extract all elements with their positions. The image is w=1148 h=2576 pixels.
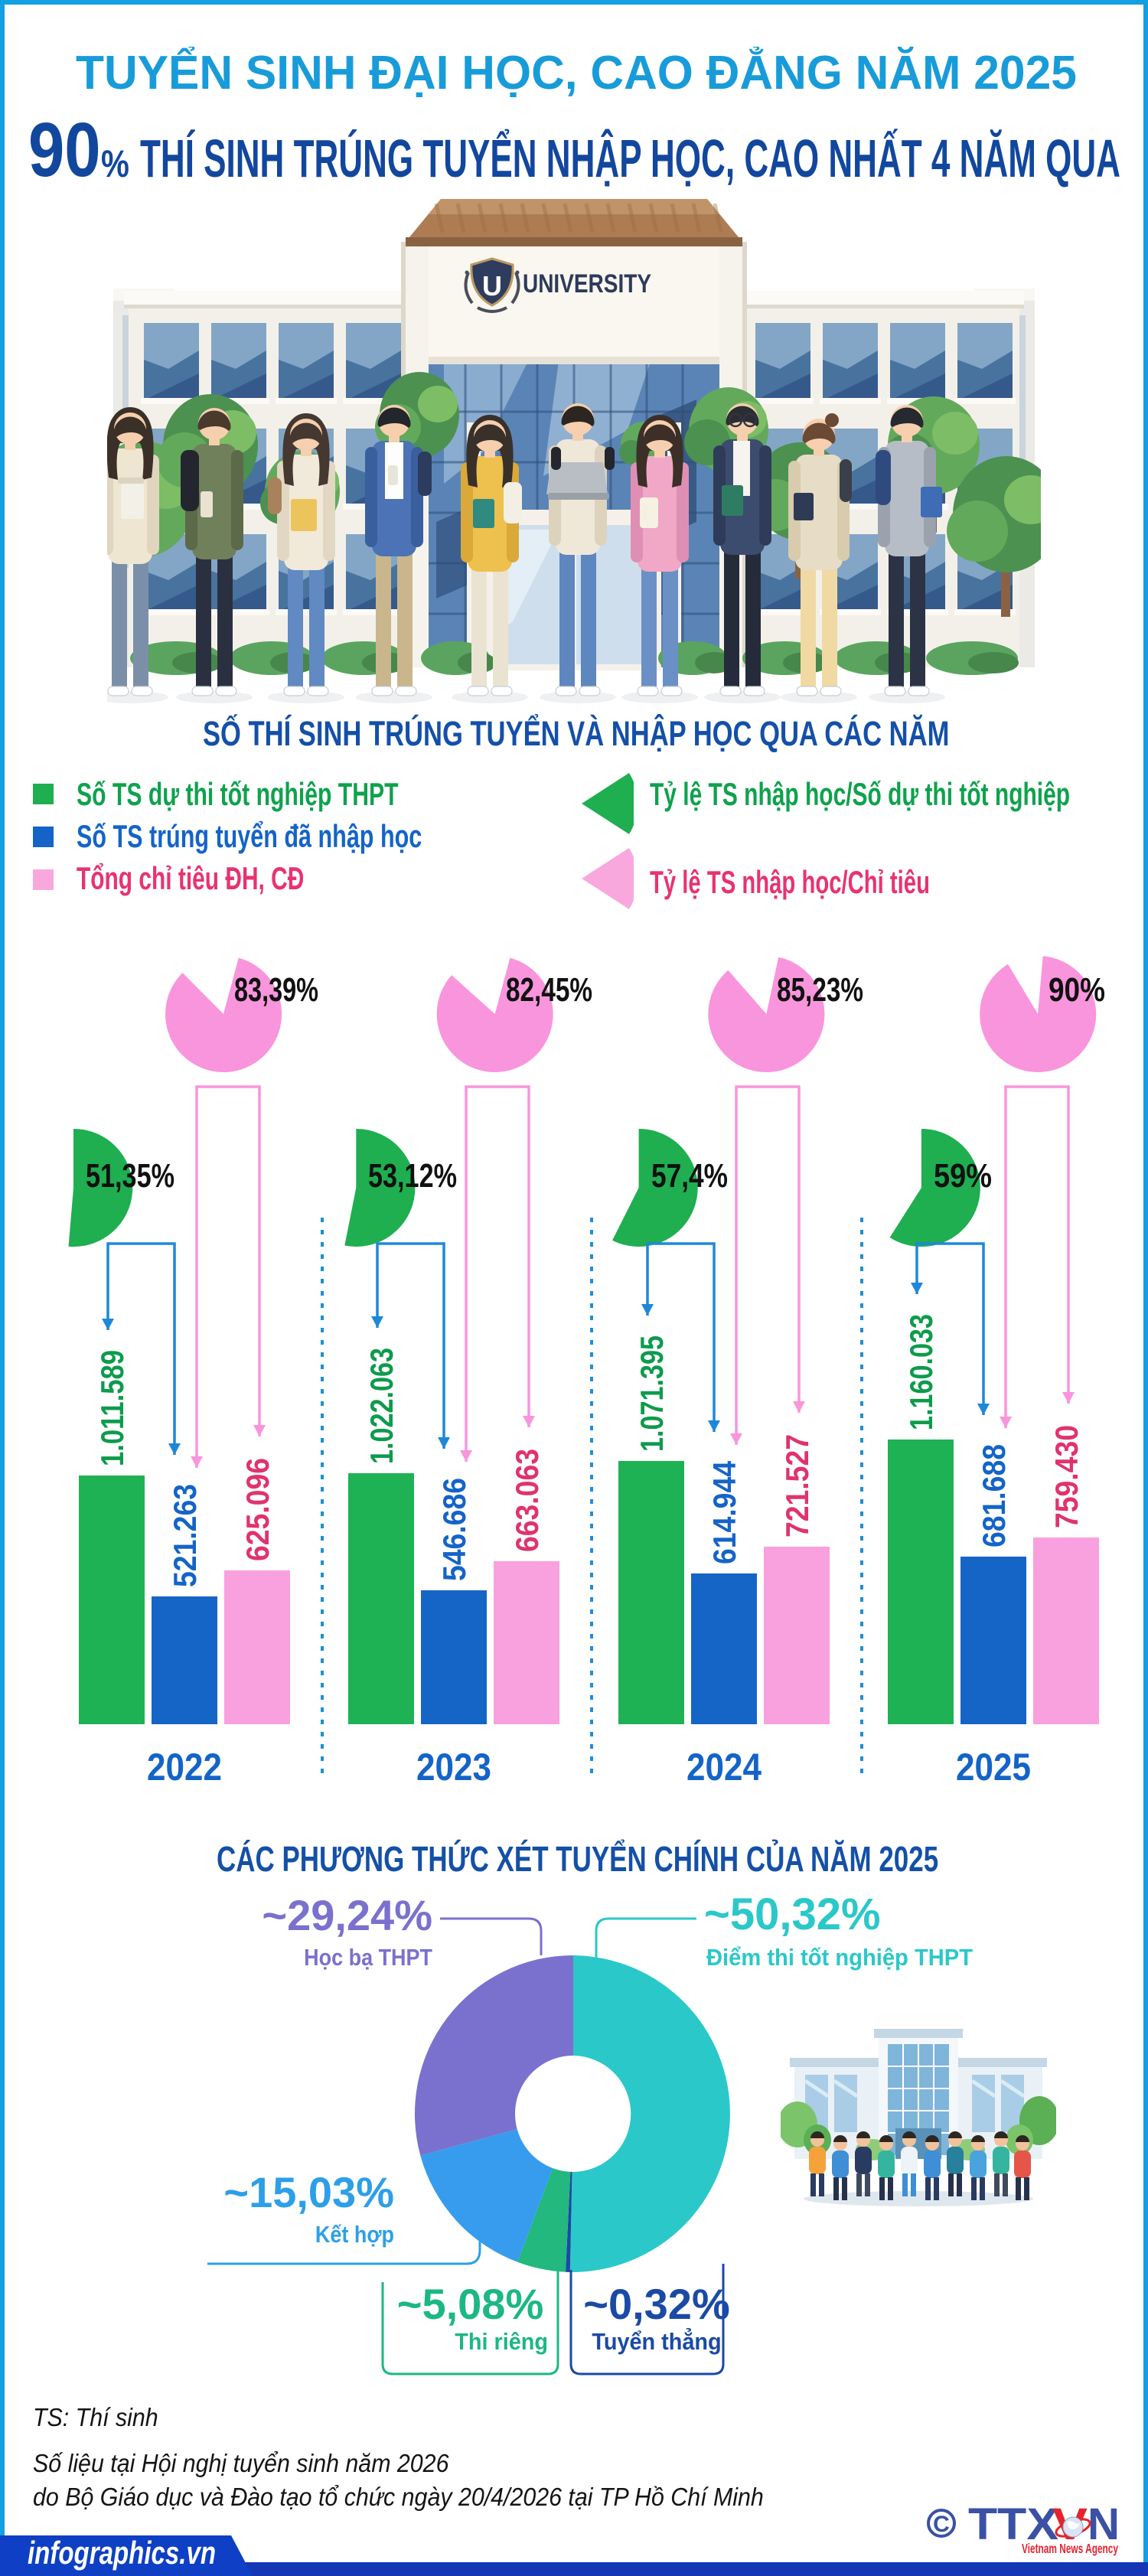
svg-text:U: U [482,270,502,302]
svg-text:TTX: TTX [968,2499,1058,2549]
svg-text:83,39%: 83,39% [234,971,318,1009]
svg-text:2023: 2023 [416,1746,491,1789]
svg-text:546.686: 546.686 [436,1478,472,1581]
svg-text:1.160.033: 1.160.033 [903,1314,939,1430]
svg-text:1.022.063: 1.022.063 [364,1348,400,1464]
svg-text:85,23%: 85,23% [777,971,863,1009]
svg-text:681.688: 681.688 [976,1444,1012,1547]
svg-text:1.011.589: 1.011.589 [94,1350,130,1466]
svg-text:2024: 2024 [687,1746,762,1789]
svg-text:51,35%: 51,35% [86,1157,174,1195]
svg-text:2025: 2025 [956,1746,1031,1789]
svg-text:614.944: 614.944 [706,1460,742,1564]
svg-text:infographics.vn: infographics.vn [28,2535,216,2571]
svg-text:N: N [1088,2499,1120,2549]
svg-text:625.096: 625.096 [240,1458,276,1561]
svg-text:C: C [933,2512,950,2537]
svg-text:521.263: 521.263 [167,1484,203,1587]
svg-text:57,4%: 57,4% [651,1157,728,1195]
svg-text:90%: 90% [1049,971,1105,1009]
svg-text:Vietnam News Agency: Vietnam News Agency [1022,2541,1118,2556]
svg-text:1.071.395: 1.071.395 [634,1335,670,1452]
svg-text:2022: 2022 [147,1746,222,1789]
svg-text:663.063: 663.063 [509,1449,545,1552]
svg-text:82,45%: 82,45% [506,971,592,1009]
svg-text:53,12%: 53,12% [368,1157,457,1195]
svg-text:59%: 59% [934,1157,992,1195]
svg-text:UNIVERSITY: UNIVERSITY [523,269,651,298]
svg-text:759.430: 759.430 [1049,1425,1084,1528]
svg-text:721.527: 721.527 [779,1434,815,1537]
